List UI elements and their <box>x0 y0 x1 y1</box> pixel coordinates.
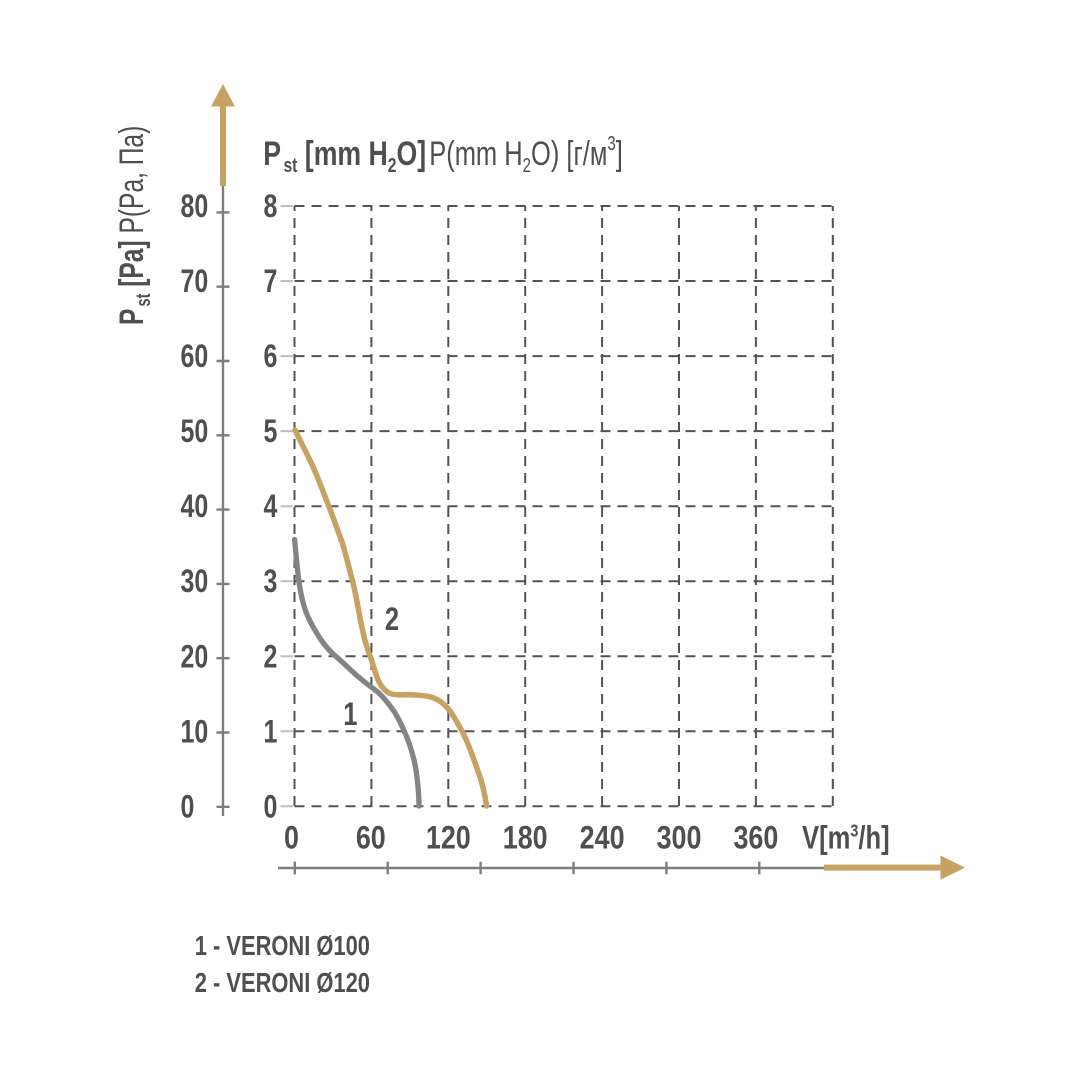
svg-text:300: 300 <box>657 820 702 856</box>
svg-text:1: 1 <box>263 714 277 750</box>
svg-text:60: 60 <box>181 339 209 375</box>
svg-text:5: 5 <box>263 414 277 450</box>
svg-text:4: 4 <box>263 489 277 525</box>
svg-text:2 - VERONI Ø120: 2 - VERONI Ø120 <box>195 969 370 999</box>
svg-text:10: 10 <box>181 714 209 750</box>
svg-text:0: 0 <box>181 789 195 825</box>
svg-text:40: 40 <box>181 489 209 525</box>
svg-text:30: 30 <box>181 564 209 600</box>
svg-text:1: 1 <box>343 697 357 732</box>
svg-text:8: 8 <box>263 189 277 225</box>
svg-text:120: 120 <box>426 820 471 856</box>
svg-text:50: 50 <box>181 414 209 450</box>
svg-text:7: 7 <box>263 264 277 300</box>
svg-text:Pst [Pa] P(Pa, Па): Pst [Pa] P(Pa, Па) <box>113 126 154 325</box>
svg-text:0: 0 <box>284 820 299 856</box>
svg-text:2: 2 <box>385 602 399 637</box>
svg-text:360: 360 <box>733 820 778 856</box>
svg-text:60: 60 <box>356 820 386 856</box>
svg-text:2: 2 <box>263 639 277 675</box>
svg-text:3: 3 <box>263 564 277 600</box>
svg-text:240: 240 <box>580 820 625 856</box>
svg-text:0: 0 <box>263 789 277 825</box>
svg-text:80: 80 <box>181 189 209 225</box>
svg-text:1 - VERONI Ø100: 1 - VERONI Ø100 <box>195 932 370 962</box>
svg-text:V[m3/h]: V[m3/h] <box>802 821 890 856</box>
svg-text:70: 70 <box>181 264 209 300</box>
svg-text:180: 180 <box>503 820 548 856</box>
svg-text:P(mm H2O) [г/м3]: P(mm H2O) [г/м3] <box>429 132 623 176</box>
svg-text:20: 20 <box>181 639 209 675</box>
svg-text:6: 6 <box>263 339 277 375</box>
svg-text:Pst [mm H2O]: Pst [mm H2O] <box>263 135 426 176</box>
